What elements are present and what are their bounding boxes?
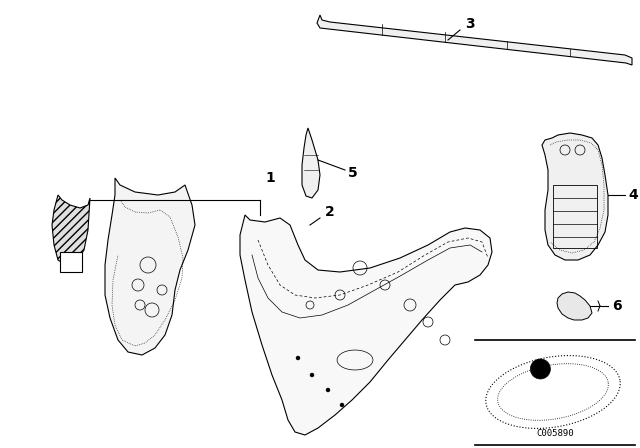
- Circle shape: [340, 403, 344, 407]
- Circle shape: [531, 359, 550, 379]
- Polygon shape: [557, 292, 592, 320]
- Polygon shape: [542, 133, 608, 260]
- Polygon shape: [52, 195, 90, 265]
- Text: 6: 6: [612, 299, 621, 313]
- Polygon shape: [302, 128, 320, 198]
- Polygon shape: [60, 252, 82, 272]
- Text: 1: 1: [265, 171, 275, 185]
- Polygon shape: [240, 215, 492, 435]
- Text: 2: 2: [325, 205, 335, 219]
- Circle shape: [296, 356, 300, 360]
- Text: C005890: C005890: [536, 429, 574, 438]
- Polygon shape: [105, 178, 195, 355]
- Polygon shape: [317, 15, 632, 65]
- Circle shape: [310, 373, 314, 377]
- Text: 5: 5: [348, 166, 358, 180]
- Circle shape: [326, 388, 330, 392]
- Text: 3: 3: [465, 17, 475, 31]
- Text: 4: 4: [628, 188, 637, 202]
